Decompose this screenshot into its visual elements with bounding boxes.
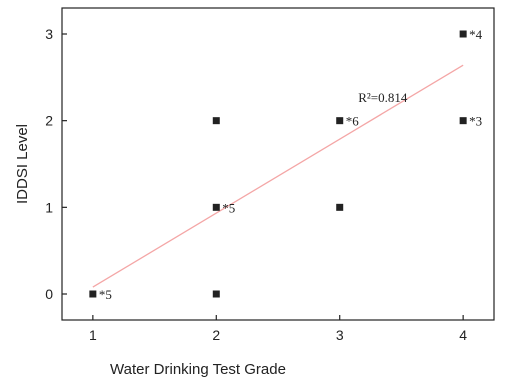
r2-annotation: R²=0.814 bbox=[358, 90, 408, 105]
x-axis-title: Water Drinking Test Grade bbox=[110, 361, 286, 378]
x-tick-label: 3 bbox=[336, 327, 344, 343]
data-point bbox=[459, 30, 467, 38]
data-point bbox=[336, 203, 344, 211]
point-annotation: *5 bbox=[99, 287, 112, 302]
data-point bbox=[89, 290, 97, 298]
y-tick-label: 0 bbox=[45, 286, 53, 302]
data-point bbox=[212, 290, 220, 298]
plot-frame bbox=[61, 7, 495, 321]
fit-line bbox=[92, 64, 464, 288]
data-point bbox=[336, 117, 344, 125]
point-annotation: *4 bbox=[469, 27, 483, 42]
point-annotation: *5 bbox=[222, 200, 235, 215]
point-annotation: *6 bbox=[346, 114, 360, 129]
x-axis-ticks: 1 2 3 4 bbox=[89, 315, 467, 343]
y-tick-label: 2 bbox=[45, 113, 53, 129]
point-annotation: *3 bbox=[469, 114, 482, 129]
data-point bbox=[212, 117, 220, 125]
data-point bbox=[212, 203, 220, 211]
x-tick-label: 1 bbox=[89, 327, 97, 343]
y-tick-label: 3 bbox=[45, 26, 53, 42]
y-tick-label: 1 bbox=[45, 199, 53, 215]
y-axis-title: IDDSI Level bbox=[14, 124, 31, 204]
y-axis-ticks: 0 1 2 3 bbox=[45, 26, 67, 302]
data-points: *5 *5 *6 *3 *4 bbox=[89, 27, 483, 302]
x-tick-label: 2 bbox=[212, 327, 220, 343]
data-point bbox=[459, 117, 467, 125]
x-tick-label: 4 bbox=[459, 327, 467, 343]
